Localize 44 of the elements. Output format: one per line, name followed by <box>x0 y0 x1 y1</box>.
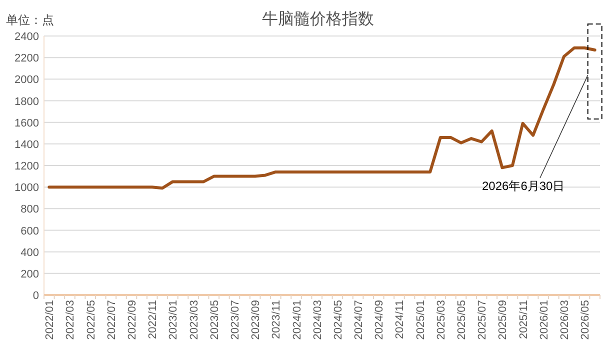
x-tick-label: 2022/11 <box>147 300 160 339</box>
x-tick-label: 2023/09 <box>250 300 262 340</box>
x-tick-label: 2026/05 <box>580 300 592 340</box>
x-tick-label: 2026/01 <box>538 300 550 340</box>
x-tick-label: 2023/05 <box>208 300 221 340</box>
x-tick-label: 2025/01 <box>414 300 427 340</box>
y-tick-label: 0 <box>32 290 39 302</box>
y-tick-label: 2400 <box>14 31 39 43</box>
y-axis-title: 单位：点 <box>6 13 54 27</box>
y-tick-label: 600 <box>20 225 39 238</box>
y-tick-label: 2000 <box>14 74 39 86</box>
y-tick-label: 1000 <box>14 182 39 194</box>
x-tick-label: 2024/05 <box>332 300 344 340</box>
x-tick-label: 2024/11 <box>394 300 406 339</box>
x-tick-label: 2024/07 <box>353 300 366 340</box>
x-tick-label: 2023/11 <box>270 300 283 339</box>
y-tick-label: 1600 <box>14 117 39 130</box>
x-tick-label: 2024/03 <box>312 300 324 340</box>
x-tick-label: 2022/03 <box>64 300 77 340</box>
x-tick-label: 2023/07 <box>229 300 242 340</box>
x-tick-label: 2024/01 <box>291 300 304 340</box>
annotation: 2026年6月30日 <box>482 179 565 193</box>
x-tick-label: 2024/09 <box>374 300 386 340</box>
chart-title: 牛脑髓价格指数 <box>262 10 374 28</box>
x-tick-label: 2025/11 <box>518 300 530 339</box>
line-series <box>48 46 596 190</box>
y-tick-label: 1800 <box>14 96 39 108</box>
x-tick-label: 2025/09 <box>497 300 510 340</box>
x-tick-label: 2025/05 <box>456 300 468 340</box>
y-tick-label: 1400 <box>14 138 39 151</box>
y-tick-label: 800 <box>20 204 39 216</box>
y-tick-label: 2200 <box>14 52 39 65</box>
x-tick-label: 2022/05 <box>85 300 98 340</box>
x-tick-label: 2025/03 <box>435 300 448 340</box>
x-tick-label: 2023/01 <box>168 300 180 340</box>
x-tick-label: 2025/07 <box>476 300 489 340</box>
x-tick-label: 2022/07 <box>106 300 118 340</box>
y-tick-label: 1200 <box>14 160 39 172</box>
x-tick-label: 2023/03 <box>188 300 200 340</box>
x-tick-label: 2026/03 <box>558 300 571 340</box>
y-tick-label: 400 <box>20 246 39 259</box>
x-tick-label: 2022/01 <box>44 300 56 340</box>
y-tick-label: 200 <box>20 268 39 280</box>
x-tick-label: 2022/09 <box>126 300 139 340</box>
